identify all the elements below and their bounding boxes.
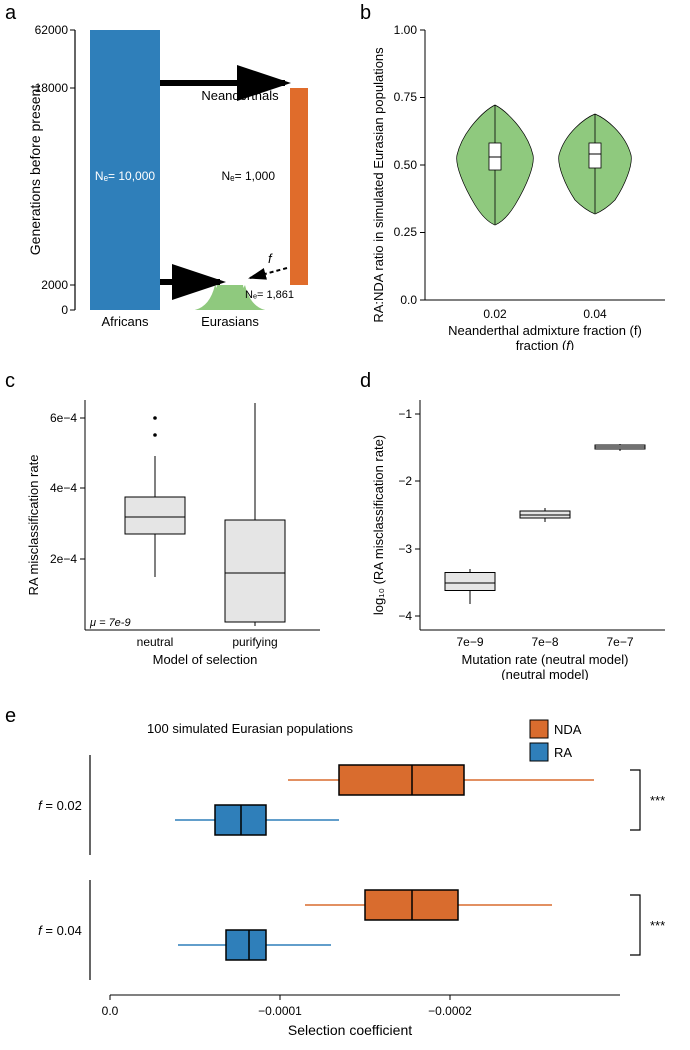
svg-text:0.50: 0.50 (394, 158, 418, 172)
svg-text:(neutral model): (neutral model) (501, 667, 588, 680)
svg-text:62000: 62000 (35, 23, 69, 37)
panel-b-svg: RA:NDA ratio in simulated Eurasian popul… (365, 10, 685, 350)
svg-text:Nₑ= 10,000: Nₑ= 10,000 (95, 169, 155, 183)
svg-text:0.02: 0.02 (483, 307, 507, 321)
svg-text:18000: 18000 (35, 81, 69, 95)
svg-text:0: 0 (61, 303, 68, 317)
neanderthal-bar (290, 88, 308, 285)
panel-c-label: c (5, 370, 15, 393)
svg-text:7e−8: 7e−8 (531, 635, 558, 649)
svg-text:4e−4: 4e−4 (50, 481, 77, 495)
legend-ra-swatch (530, 743, 548, 761)
a-ylabel: Generations before present (27, 85, 43, 256)
svg-text:7e−9: 7e−9 (456, 635, 483, 649)
panel-c-svg: RA misclassification rate 2e−4 4e−4 6e−4… (20, 380, 350, 680)
svg-text:RA misclassification rate: RA misclassification rate (26, 455, 41, 596)
svg-text:Nₑ= 1,000: Nₑ= 1,000 (222, 169, 276, 183)
svg-text:0.0: 0.0 (400, 293, 417, 307)
legend-nda-swatch (530, 720, 548, 738)
svg-text:Nₑ= 1,861: Nₑ= 1,861 (245, 289, 294, 301)
svg-text:f: f (268, 251, 273, 266)
svg-text:fraction (f): fraction (f) (516, 338, 575, 350)
svg-text:NDA: NDA (554, 722, 582, 737)
svg-text:f = 0.02: f = 0.02 (38, 798, 82, 813)
svg-text:1.00: 1.00 (394, 23, 418, 37)
panel-a-svg: Generations before present 62000 18000 2… (20, 10, 350, 350)
svg-text:−0.0001: −0.0001 (258, 1004, 302, 1018)
svg-text:Mutation rate (neutral model): Mutation rate (neutral model) (462, 652, 629, 667)
svg-text:−4: −4 (398, 609, 412, 623)
svg-text:−0.0002: −0.0002 (428, 1004, 472, 1018)
panel-a-label: a (5, 2, 16, 25)
svg-text:2e−4: 2e−4 (50, 552, 77, 566)
svg-text:0.75: 0.75 (394, 90, 418, 104)
svg-text:0.25: 0.25 (394, 225, 418, 239)
svg-text:f = 0.04: f = 0.04 (38, 923, 82, 938)
svg-text:Selection coefficient: Selection coefficient (288, 1022, 412, 1038)
svg-text:μ = 7e-9: μ = 7e-9 (89, 617, 131, 629)
svg-text:Africans: Africans (102, 314, 149, 329)
svg-text:***: *** (650, 918, 665, 933)
svg-text:purifying: purifying (232, 635, 277, 649)
svg-text:100 simulated Eurasian populat: 100 simulated Eurasian populations (147, 721, 353, 736)
svg-text:Neanderthal admixture fraction: Neanderthal admixture fraction (f) (448, 323, 642, 338)
svg-text:0.0: 0.0 (102, 1004, 119, 1018)
admixture-arrow (250, 268, 287, 278)
svg-text:Neanderthals: Neanderthals (201, 88, 279, 103)
svg-text:−1: −1 (398, 407, 412, 421)
svg-text:RA:NDA ratio in simulated Eura: RA:NDA ratio in simulated Eurasian popul… (371, 47, 386, 323)
svg-text:0.04: 0.04 (583, 307, 607, 321)
panel-e-svg: 100 simulated Eurasian populations NDA R… (10, 715, 690, 1045)
svg-text:−3: −3 (398, 542, 412, 556)
svg-text:Model of selection: Model of selection (153, 652, 258, 667)
svg-text:7e−7: 7e−7 (606, 635, 633, 649)
svg-text:Eurasians: Eurasians (201, 314, 259, 329)
svg-text:neutral: neutral (137, 635, 174, 649)
panel-d-svg: log₁₀ (RA misclassification rate) −4 −3 … (365, 380, 685, 680)
svg-text:log₁₀ (RA misclassification ra: log₁₀ (RA misclassification rate) (371, 435, 386, 615)
svg-text:6e−4: 6e−4 (50, 411, 77, 425)
svg-text:RA: RA (554, 745, 572, 760)
svg-text:2000: 2000 (41, 278, 68, 292)
svg-text:***: *** (650, 793, 665, 808)
svg-text:−2: −2 (398, 474, 412, 488)
